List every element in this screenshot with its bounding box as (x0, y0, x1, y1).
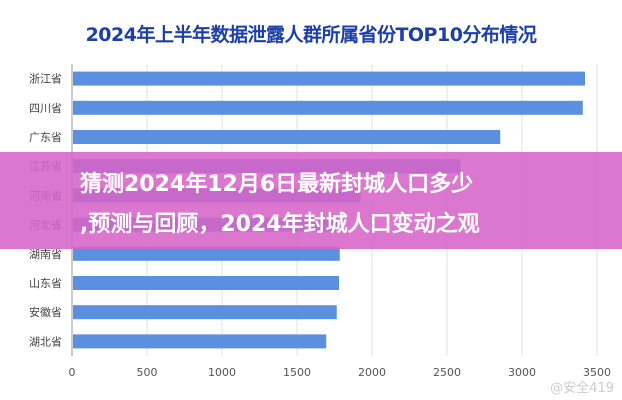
y-tick-label: 山东省 (29, 277, 62, 290)
x-tick-label: 3500 (583, 366, 611, 379)
headline-line-2: ,预测与回顾，2024年封城人口变动之观 (80, 212, 480, 237)
x-tick-label: 2000 (358, 366, 386, 379)
y-tick-label: 安徽省 (29, 305, 62, 319)
bar (73, 334, 327, 349)
bar (73, 130, 501, 144)
y-tick-label: 浙江省 (29, 73, 62, 86)
x-tick-label: 500 (137, 366, 158, 379)
x-tick-label: 1000 (208, 366, 236, 379)
x-tick-label: 2500 (433, 366, 461, 379)
y-tick-label: 广东省 (29, 131, 62, 144)
y-tick-label: 湖北省 (29, 335, 62, 348)
x-tick-label: 0 (69, 366, 76, 379)
headline-line-1: 猜测2024年12月6日最新封城人口多少 (80, 172, 474, 197)
bar (73, 71, 585, 86)
bar (73, 100, 583, 115)
y-tick-label: 四川省 (29, 102, 62, 115)
y-tick-label: 湖南省 (29, 248, 62, 261)
bar (73, 276, 339, 290)
bar (73, 246, 340, 261)
watermark: @安全419 (550, 381, 614, 396)
bar (73, 305, 337, 320)
chart-title: 2024年上半年数据泄露人群所属省份TOP10分布情况 (85, 24, 537, 46)
x-tick-label: 1500 (283, 366, 311, 379)
x-tick-label: 3000 (508, 366, 536, 379)
headline-banner: 猜测2024年12月6日最新封城人口多少 ,预测与回顾，2024年封城人口变动之… (0, 152, 622, 249)
